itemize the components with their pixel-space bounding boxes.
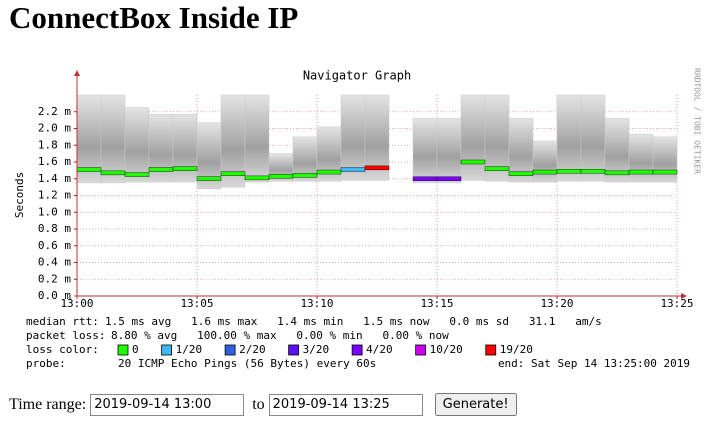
median-mark bbox=[604, 170, 630, 176]
smoke-range bbox=[244, 94, 270, 183]
loss-swatch bbox=[224, 344, 236, 356]
median-mark bbox=[124, 172, 150, 177]
median-mark bbox=[508, 171, 534, 176]
chart: Navigator Graph Seconds RRDTOOL / TOBI O… bbox=[13, 68, 702, 370]
loss-legend-entry: 3/20 bbox=[303, 343, 330, 356]
y-tick-label: 1.0 m bbox=[38, 205, 71, 218]
y-tick-label: 2.2 m bbox=[38, 105, 71, 118]
smoke-range bbox=[628, 134, 654, 183]
median-mark bbox=[268, 174, 294, 179]
loss-legend-entry: 2/20 bbox=[239, 343, 266, 356]
x-tick-label: 13:15 bbox=[420, 297, 453, 310]
loss-legend-entry: 19/20 bbox=[500, 343, 533, 356]
y-tick-label: 0.0 m bbox=[38, 289, 71, 302]
y-tick-label: 2.0 m bbox=[38, 122, 71, 135]
x-tick-label: 13:25 bbox=[660, 297, 693, 310]
smoke-range bbox=[124, 107, 150, 183]
smoke-range bbox=[100, 94, 126, 184]
x-tick-label: 13:10 bbox=[300, 297, 333, 310]
median-mark bbox=[340, 167, 366, 172]
median-mark bbox=[100, 170, 126, 176]
median-mark bbox=[436, 176, 462, 181]
median-mark bbox=[244, 175, 270, 181]
x-tick-label: 13:00 bbox=[60, 297, 93, 310]
stat-text: 8.80 % avg 100.00 % max 0.00 % min 0.00 … bbox=[111, 329, 449, 342]
median-mark bbox=[556, 169, 582, 174]
smoke-range bbox=[580, 94, 606, 182]
form-label: Time range: bbox=[9, 395, 87, 413]
median-mark bbox=[484, 166, 510, 171]
smoke-range bbox=[532, 140, 558, 183]
loss-swatch bbox=[288, 344, 300, 356]
median-mark bbox=[292, 173, 318, 178]
median-mark bbox=[364, 165, 390, 171]
median-mark bbox=[196, 176, 222, 181]
median-mark bbox=[460, 159, 486, 165]
median-mark bbox=[76, 167, 102, 172]
probe-label: probe: bbox=[26, 357, 66, 370]
stat-label: median rtt: bbox=[26, 315, 99, 328]
loss-swatch bbox=[117, 344, 129, 356]
median-mark bbox=[172, 166, 198, 171]
loss-swatch bbox=[351, 344, 363, 356]
smoke-range bbox=[340, 94, 366, 181]
smoke-range bbox=[556, 94, 582, 182]
loss-legend-entry: 1/20 bbox=[176, 343, 203, 356]
median-mark bbox=[412, 176, 438, 181]
loss-swatch bbox=[485, 344, 497, 356]
to-label: to bbox=[252, 395, 265, 413]
loss-legend-label: loss color: bbox=[26, 343, 99, 356]
y-tick-label: 0.8 m bbox=[38, 222, 71, 235]
loss-swatch bbox=[415, 344, 427, 356]
loss-legend-entry: 10/20 bbox=[430, 343, 463, 356]
smoke-range bbox=[172, 114, 198, 183]
to-input[interactable] bbox=[268, 393, 423, 416]
smoke-range bbox=[508, 118, 534, 183]
chart-title: Navigator Graph bbox=[303, 69, 411, 83]
x-tick-label: 13:05 bbox=[180, 297, 213, 310]
median-mark bbox=[148, 167, 174, 172]
loss-legend-entry: 0 bbox=[132, 343, 139, 356]
generate-button[interactable]: Generate! bbox=[434, 393, 517, 416]
credit: RRDTOOL / TOBI OETIKER bbox=[693, 68, 702, 174]
median-mark bbox=[316, 169, 342, 175]
time-range-form: Time range: to Generate! bbox=[9, 393, 517, 416]
stat-text: 1.5 ms avg 1.6 ms max 1.4 ms min 1.5 ms … bbox=[105, 315, 602, 328]
median-mark bbox=[220, 171, 246, 176]
smoke-range bbox=[460, 94, 486, 181]
x-axis-arrow bbox=[681, 293, 687, 299]
median-mark bbox=[532, 169, 558, 175]
stat-label: packet loss: bbox=[26, 329, 105, 342]
smoke-range bbox=[436, 118, 462, 184]
y-tick-label: 1.4 m bbox=[38, 172, 71, 185]
probe-end: end: Sat Sep 14 13:25:00 2019 bbox=[498, 357, 690, 370]
y-tick-label: 0.4 m bbox=[38, 256, 71, 269]
y-axis-arrow bbox=[74, 70, 80, 76]
y-tick-label: 0.2 m bbox=[38, 272, 71, 285]
y-axis-label: Seconds bbox=[13, 172, 26, 218]
median-mark bbox=[580, 169, 606, 174]
median-mark bbox=[652, 169, 678, 175]
loss-legend-entry: 4/20 bbox=[366, 343, 393, 356]
x-tick-label: 13:20 bbox=[540, 297, 573, 310]
y-tick-label: 0.6 m bbox=[38, 239, 71, 252]
smoke-range bbox=[148, 114, 174, 183]
from-input[interactable] bbox=[90, 393, 245, 416]
smoke-range bbox=[412, 118, 438, 184]
y-tick-label: 1.2 m bbox=[38, 189, 71, 202]
loss-swatch bbox=[161, 344, 173, 356]
page-title: ConnectBox Inside IP bbox=[9, 0, 299, 35]
probe-text: 20 ICMP Echo Pings (56 Bytes) every 60s bbox=[118, 357, 376, 370]
smoke-range bbox=[652, 136, 678, 183]
y-tick-label: 1.8 m bbox=[38, 138, 71, 151]
y-tick-label: 1.6 m bbox=[38, 155, 71, 168]
median-mark bbox=[628, 169, 654, 175]
